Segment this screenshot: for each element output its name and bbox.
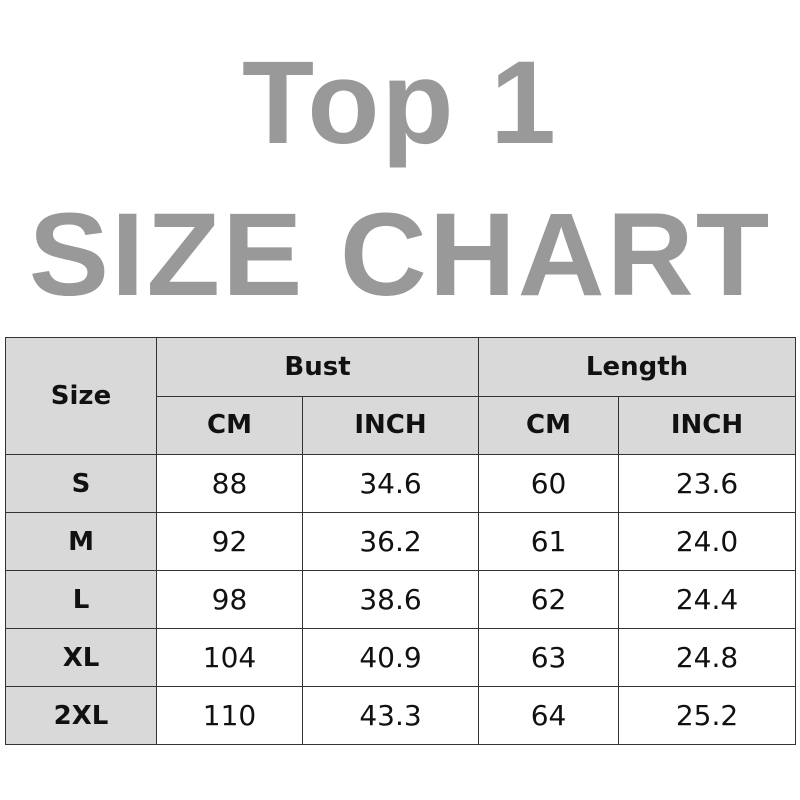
table-row: XL 104 40.9 63 24.8 [5,628,797,687]
table-cell: 60 [478,454,620,513]
table-cell: 63 [478,628,620,687]
unit-header: INCH [618,395,797,455]
size-label: XL [5,628,157,687]
table-cell: 23.6 [618,454,797,513]
table-cell: 36.2 [301,512,480,571]
table-row: S 88 34.6 60 23.6 [5,454,797,513]
size-label: 2XL [5,686,157,745]
length-header: Length [478,337,797,397]
table-cell: 25.2 [618,686,797,745]
table-cell: 61 [478,512,620,571]
size-table: Size Bust Length CM INCH CM INCH S 88 34.6… [5,337,797,745]
size-label: M [5,512,157,571]
size-label: S [5,454,157,513]
table-cell: 24.4 [618,570,797,629]
table-cell: 92 [156,512,303,571]
table-cell: 110 [156,686,303,745]
table-cell: 62 [478,570,620,629]
table-row: L 98 38.6 62 24.4 [5,570,797,629]
size-label: L [5,570,157,629]
unit-header: CM [478,395,620,455]
table-cell: 34.6 [301,454,480,513]
table-cell: 24.8 [618,628,797,687]
table-cell: 88 [156,454,303,513]
title-line-2: SIZE CHART [28,189,772,321]
unit-header: INCH [301,395,480,455]
title-line-1: Top 1 [242,37,558,169]
table-cell: 104 [156,628,303,687]
table-cell: 43.3 [301,686,480,745]
table-cell: 24.0 [618,512,797,571]
table-cell: 38.6 [301,570,480,629]
table-row: 2XL 110 43.3 64 25.2 [5,686,797,745]
table-row: M 92 36.2 61 24.0 [5,512,797,571]
unit-header: CM [156,395,303,455]
table-cell: 64 [478,686,620,745]
size-header: Size [5,337,157,455]
table-cell: 98 [156,570,303,629]
bust-header: Bust [155,337,480,397]
table-cell: 40.9 [301,628,480,687]
